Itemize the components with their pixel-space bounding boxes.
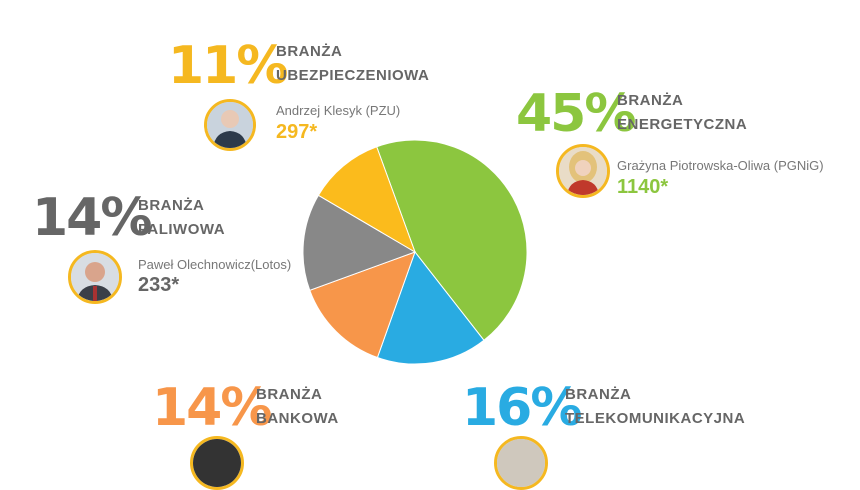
energy-category-label: ENERGETYCZNA — [617, 116, 748, 133]
fuel-category-label: PALIWOWA — [138, 221, 226, 238]
fuel-person: Paweł Olechnowicz(Lotos) — [138, 257, 292, 272]
pie-chart — [302, 139, 528, 365]
bank-category-label: BANKOWA — [256, 410, 339, 427]
insurance-avatar — [204, 99, 256, 151]
energy-person: Grażyna Piotrowska-Oliwa (PGNiG) — [617, 158, 824, 173]
telecom-branza-label: BRANŻA — [565, 386, 632, 403]
pie-slice-fuel — [302, 194, 417, 291]
telecom-avatar — [494, 436, 548, 490]
insurance-value: 297* — [276, 121, 318, 143]
insurance-branza-label: BRANŻA — [276, 43, 343, 60]
bank-avatar — [190, 436, 244, 490]
energy-branza-label: BRANŻA — [617, 92, 684, 109]
fuel-percent: 14% — [32, 188, 152, 248]
pie-slice-telecom — [376, 250, 485, 365]
bank-branza-label: BRANŻA — [256, 386, 323, 403]
pie-slice-bank — [309, 251, 416, 359]
telecom-category-label: TELEKOMUNIKACYJNA — [565, 410, 746, 427]
energy-percent: 45% — [516, 84, 636, 144]
telecom-percent: 16% — [462, 378, 582, 438]
energy-value: 1140* — [617, 176, 669, 198]
insurance-category-label: UBEZPIECZENIOWA — [276, 67, 430, 84]
fuel-branza-label: BRANŻA — [138, 197, 205, 214]
fuel-avatar — [68, 250, 122, 304]
energy-avatar — [556, 144, 610, 198]
insurance-person: Andrzej Klesyk (PZU) — [276, 103, 401, 118]
insurance-percent: 11% — [168, 36, 288, 96]
pie-slice-energy — [376, 139, 528, 341]
bank-percent: 14% — [152, 378, 272, 438]
pie-slice-insurance — [317, 146, 416, 254]
fuel-value: 233* — [138, 274, 180, 296]
